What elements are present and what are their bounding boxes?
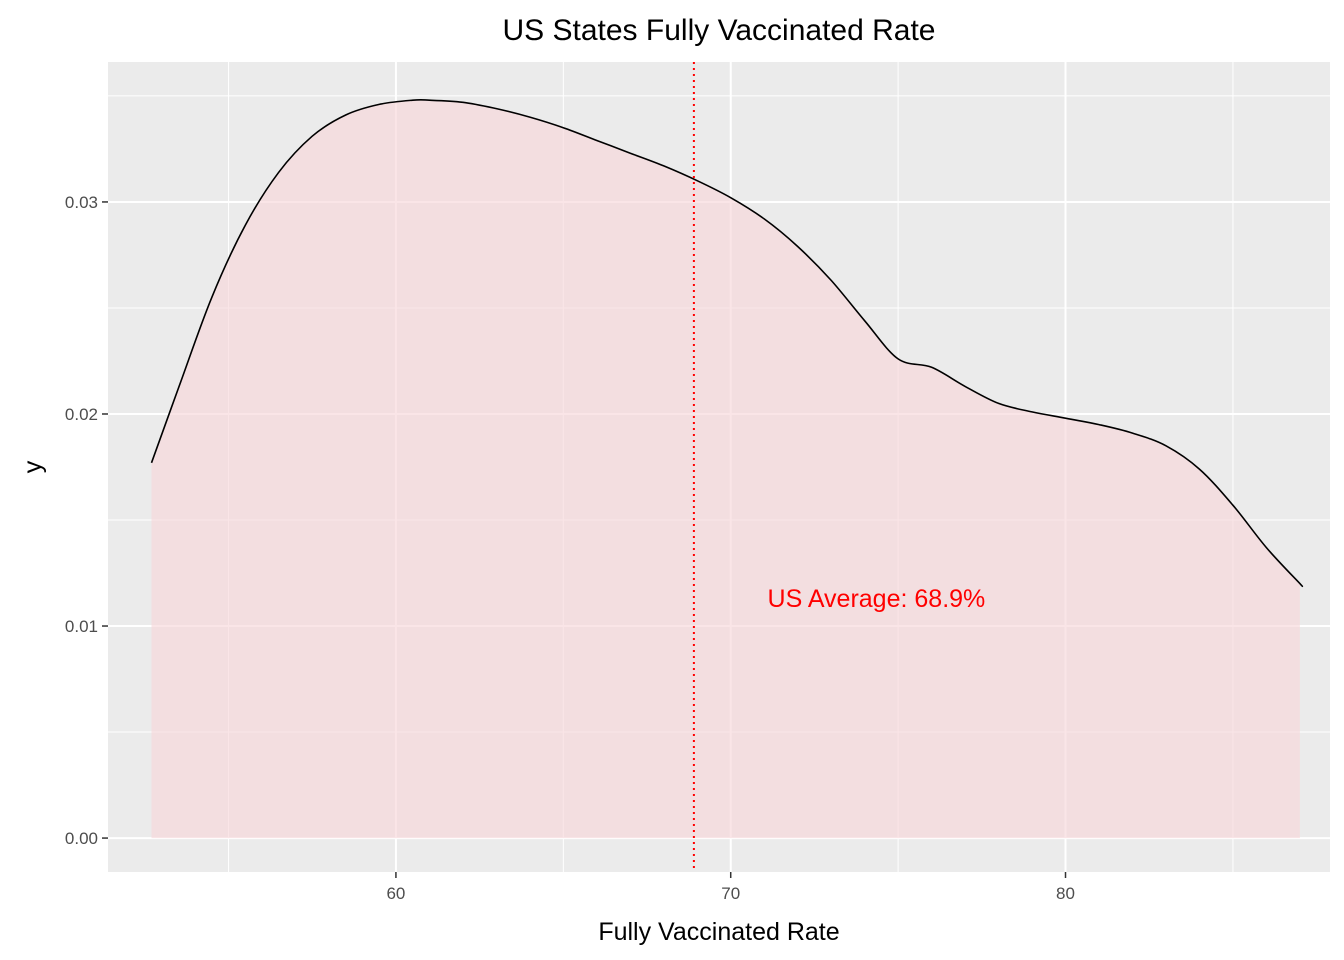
x-axis-title: Fully Vaccinated Rate [598,918,839,946]
y-tick-label: 0.02 [65,405,98,424]
density-line [150,98,1304,588]
y-tick-label: 0.00 [65,829,98,848]
x-tick-label: 60 [386,884,405,903]
y-axis-title: y [19,460,47,473]
us-average-annotation: US Average: 68.9% [768,585,986,613]
x-tick-label: 70 [721,884,740,903]
y-tick-label: 0.03 [65,193,98,212]
axis-ticks: 60 70 80 0.00 0.01 0.02 0.03 [65,193,1075,903]
density-area [151,99,1303,839]
y-tick-label: 0.01 [65,617,98,636]
chart-title: US States Fully Vaccinated Rate [503,14,936,47]
x-tick-label: 80 [1056,884,1075,903]
